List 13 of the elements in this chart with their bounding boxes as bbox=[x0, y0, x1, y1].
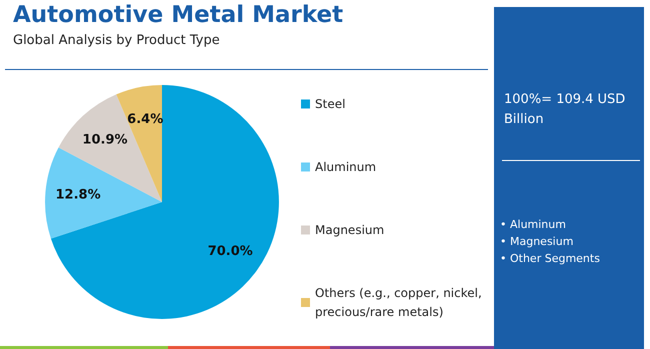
text: • Magnesium bbox=[500, 234, 574, 250]
text: 100%= 109.4 USD Billion bbox=[504, 91, 626, 129]
legend-label: Others (e.g., copper, nickel, precious/rare metals) bbox=[315, 286, 486, 319]
chart-subtitle: Global Analysis by Product Type bbox=[13, 33, 220, 48]
data-label: 10.9% bbox=[82, 132, 128, 148]
data-label: 70.0% bbox=[208, 244, 253, 259]
legend-label: Aluminum bbox=[315, 160, 376, 174]
legend-label: Magnesium bbox=[315, 223, 384, 237]
data-label: 12.8% bbox=[55, 188, 101, 202]
text: • Other Segments bbox=[500, 251, 600, 267]
text: • Aluminum bbox=[500, 217, 567, 233]
chart-title: Automotive Metal Market bbox=[13, 2, 344, 28]
legend-label: Steel bbox=[315, 97, 346, 111]
